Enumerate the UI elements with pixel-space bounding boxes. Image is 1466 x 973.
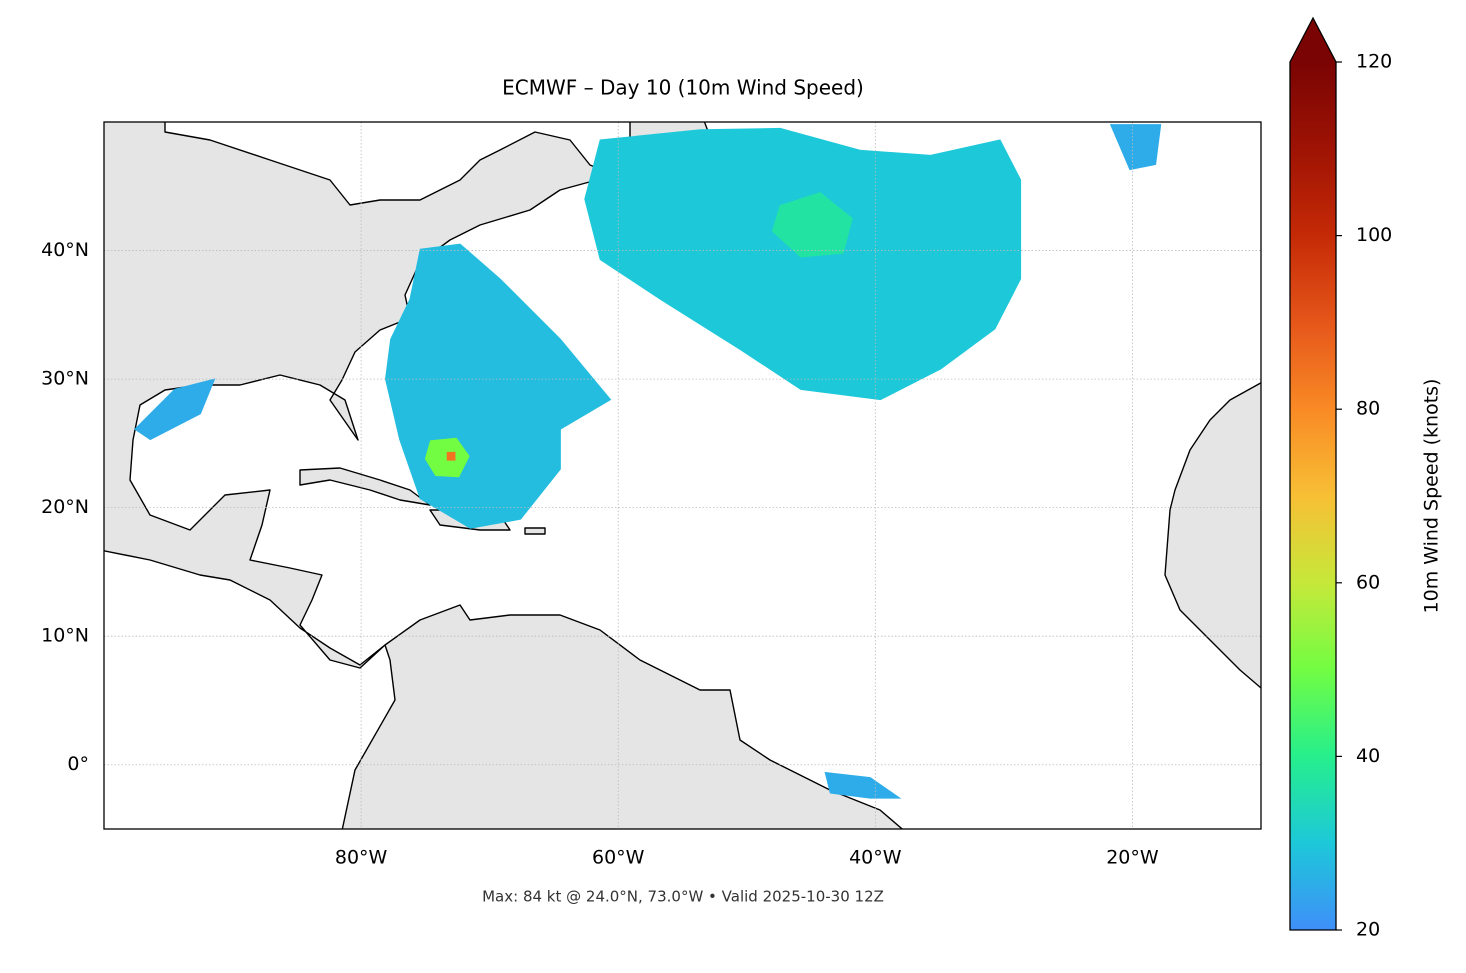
south-america xyxy=(341,604,904,829)
wind-region xyxy=(584,127,1022,401)
colorbar-tick-label: 100 xyxy=(1356,224,1392,246)
colorbar-label: 10m Wind Speed (knots) xyxy=(1421,379,1443,614)
x-tick-label: 40°W xyxy=(849,847,902,869)
footer-note: Max: 84 kt @ 24.0°N, 73.0°W • Valid 2025… xyxy=(482,888,884,906)
colorbar-tick-label: 40 xyxy=(1356,745,1380,767)
y-tick-label: 20°N xyxy=(41,496,89,518)
grid xyxy=(104,122,1261,829)
colorbar-outline xyxy=(1289,16,1337,931)
wind-region xyxy=(771,192,853,258)
wind-field xyxy=(134,124,1162,799)
x-tick-label: 80°W xyxy=(335,847,388,869)
colorbar-extension xyxy=(1290,18,1336,62)
wind-region xyxy=(134,378,216,441)
colorbar-tick-label: 20 xyxy=(1356,919,1380,941)
africa xyxy=(1164,381,1261,689)
chart-title: ECMWF – Day 10 (10m Wind Speed) xyxy=(502,76,864,100)
y-tick-label: 10°N xyxy=(41,625,89,647)
y-tick-label: 0° xyxy=(67,753,89,775)
cuba xyxy=(299,467,431,506)
puerto-rico xyxy=(524,527,546,535)
wind-region xyxy=(824,771,902,799)
map-area xyxy=(104,122,1261,829)
x-tick-label: 20°W xyxy=(1106,847,1159,869)
y-tick-label: 40°N xyxy=(41,239,89,261)
colorbar-tick-label: 120 xyxy=(1356,51,1392,73)
wind-region xyxy=(1109,124,1162,171)
colorbar-tick-label: 60 xyxy=(1356,571,1380,593)
colorbar-tick-label: 80 xyxy=(1356,398,1380,420)
north-america xyxy=(104,122,616,669)
map-frame xyxy=(103,121,1262,830)
colorbar: 20 40 60 80 100 120 10m Wind Speed (knots) xyxy=(1289,16,1443,941)
wind-region xyxy=(446,451,456,461)
x-tick-label: 60°W xyxy=(592,847,645,869)
y-tick-label: 30°N xyxy=(41,368,89,390)
colorbar-gradient xyxy=(1290,62,1336,930)
